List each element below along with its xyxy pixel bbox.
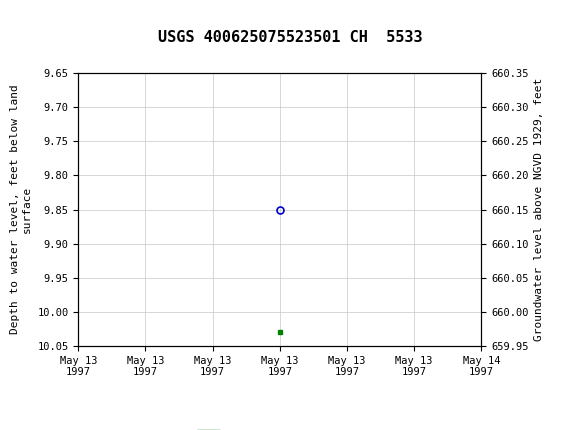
FancyBboxPatch shape — [5, 4, 54, 28]
Text: USGS 400625075523501 CH  5533: USGS 400625075523501 CH 5533 — [158, 30, 422, 45]
Y-axis label: Groundwater level above NGVD 1929, feet: Groundwater level above NGVD 1929, feet — [534, 78, 544, 341]
Y-axis label: Depth to water level, feet below land
surface: Depth to water level, feet below land su… — [10, 85, 32, 335]
Text: ▣: ▣ — [5, 6, 26, 26]
Legend: Period of approved data: Period of approved data — [193, 425, 367, 430]
Text: USGS: USGS — [32, 9, 79, 24]
